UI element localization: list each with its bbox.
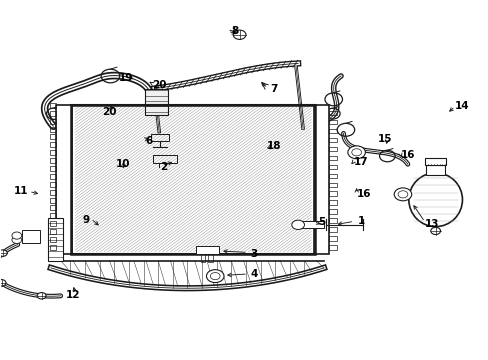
Bar [328, 201, 336, 205]
Text: 3: 3 [250, 248, 257, 258]
Bar [314, 105, 328, 253]
Bar [328, 192, 336, 196]
Bar [56, 105, 72, 253]
Bar [144, 89, 167, 116]
Text: 11: 11 [14, 186, 28, 197]
Bar [195, 246, 219, 253]
Circle shape [393, 188, 411, 201]
Circle shape [12, 232, 21, 239]
Bar [50, 229, 56, 234]
Bar [50, 198, 56, 203]
Text: 5: 5 [317, 217, 325, 226]
Bar [328, 210, 336, 214]
Text: 13: 13 [424, 219, 439, 229]
Text: 15: 15 [377, 135, 391, 144]
Bar [328, 156, 336, 160]
Circle shape [291, 220, 304, 229]
Bar [328, 147, 336, 151]
Bar [328, 138, 336, 142]
Text: 20: 20 [102, 107, 116, 117]
Bar [50, 142, 56, 147]
Bar [207, 253, 212, 262]
Bar [50, 150, 56, 155]
Bar [153, 155, 176, 163]
Bar [328, 236, 336, 241]
Bar [50, 174, 56, 179]
Text: 20: 20 [152, 80, 166, 90]
Text: 10: 10 [115, 159, 130, 169]
Circle shape [347, 146, 365, 159]
Bar [328, 111, 336, 116]
Bar [50, 213, 56, 219]
Bar [328, 174, 336, 178]
Bar [328, 120, 336, 125]
Text: 16: 16 [400, 150, 414, 160]
Bar [50, 237, 56, 242]
Bar [48, 218, 63, 261]
Bar [50, 103, 56, 108]
Text: 4: 4 [250, 269, 257, 279]
Text: 8: 8 [231, 26, 238, 36]
Text: 7: 7 [269, 84, 277, 94]
Bar [50, 127, 56, 132]
Ellipse shape [408, 173, 462, 226]
Bar [328, 227, 336, 232]
Bar [50, 166, 56, 171]
Text: 14: 14 [454, 102, 469, 112]
Bar [71, 105, 315, 253]
Bar [328, 129, 336, 134]
Bar [328, 245, 336, 250]
Text: 18: 18 [266, 141, 281, 151]
Bar [328, 219, 336, 223]
Text: 16: 16 [356, 189, 370, 199]
Text: 2: 2 [160, 162, 167, 172]
Bar [328, 165, 336, 169]
Text: 9: 9 [82, 215, 89, 225]
Bar [21, 230, 40, 243]
Bar [50, 245, 56, 250]
Circle shape [233, 30, 245, 40]
Bar [50, 119, 56, 124]
Bar [50, 134, 56, 139]
Bar [50, 206, 56, 211]
Circle shape [12, 236, 21, 243]
Bar [151, 134, 169, 141]
Bar [300, 221, 324, 228]
Circle shape [0, 280, 6, 286]
Circle shape [37, 293, 46, 299]
Text: 1: 1 [357, 216, 365, 226]
Bar [50, 182, 56, 187]
Circle shape [206, 270, 224, 283]
Text: 19: 19 [119, 73, 133, 83]
Bar [424, 158, 446, 165]
Text: 12: 12 [65, 291, 80, 301]
Bar [50, 190, 56, 195]
Bar [50, 158, 56, 163]
Text: 17: 17 [353, 157, 368, 167]
Bar [50, 221, 56, 226]
Bar [425, 165, 445, 175]
Bar [328, 183, 336, 187]
Bar [200, 253, 205, 262]
Text: 6: 6 [145, 136, 153, 145]
Circle shape [0, 250, 7, 256]
Bar [50, 111, 56, 116]
Circle shape [430, 227, 440, 234]
